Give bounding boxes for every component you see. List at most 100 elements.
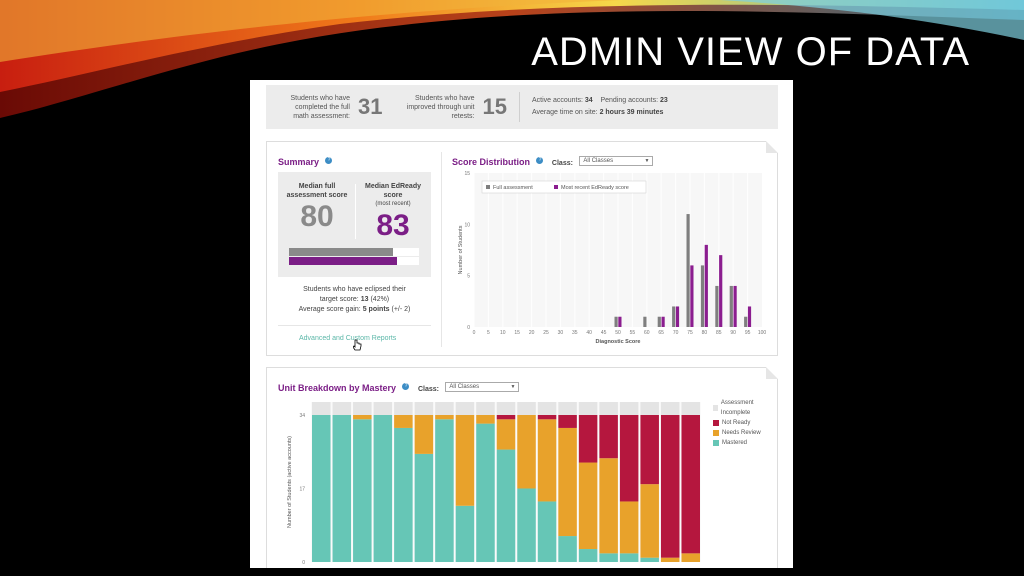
stacked-bar-segment bbox=[660, 402, 680, 415]
legend-label: Mastered bbox=[722, 440, 748, 446]
x-tick-label: 35 bbox=[572, 330, 578, 336]
help-icon[interactable]: ? bbox=[402, 383, 410, 391]
target-label: target score: bbox=[319, 296, 359, 303]
stacked-bar-segment bbox=[476, 423, 495, 562]
stacked-bar-segment bbox=[476, 414, 495, 424]
unit-breakdown-panel: Unit Breakdown by Mastery ? Class: All C… bbox=[266, 367, 778, 568]
class-select[interactable]: All Classes ▼ bbox=[445, 381, 520, 392]
class-label: Class: bbox=[551, 160, 573, 167]
bar bbox=[675, 306, 680, 327]
score-distribution-title: Score Distribution bbox=[452, 157, 531, 167]
legend-label: Needs Review bbox=[722, 430, 761, 436]
stacked-bar-segment bbox=[681, 402, 700, 415]
bar bbox=[715, 285, 719, 327]
y-tick-label: 34 bbox=[299, 413, 305, 419]
x-tick-label: 45 bbox=[601, 330, 607, 336]
stacked-bar-segment bbox=[517, 488, 536, 562]
median-edready-label: Median EdReady score bbox=[364, 183, 421, 199]
bar bbox=[719, 255, 723, 327]
stacked-bar-segment bbox=[619, 501, 639, 554]
y-tick-label: 15 bbox=[464, 171, 470, 177]
gain-label: Average score gain: bbox=[298, 306, 361, 313]
stat-improved-label: Students who have improved through unit … bbox=[406, 94, 475, 120]
stacked-bar-segment bbox=[619, 414, 639, 502]
bar bbox=[744, 316, 748, 327]
x-tick-label: 95 bbox=[745, 330, 751, 336]
median-edready-note: (most recent) bbox=[375, 201, 411, 207]
stacked-bar-segment bbox=[496, 402, 516, 415]
stacked-bar-segment bbox=[414, 402, 434, 415]
x-tick-label: 75 bbox=[687, 330, 693, 336]
score-distribution-chart: 0 5 10 15 0 5 10 15 20 25 30 35 40 45 50 55 60 65 70 75 80 85… bbox=[458, 171, 766, 345]
full-score-bar-fill bbox=[289, 248, 393, 256]
median-edready: Median EdReady score (most recent) 83 bbox=[358, 182, 428, 243]
stacked-bar-segment bbox=[558, 402, 577, 415]
median-edready-value: 83 bbox=[376, 209, 410, 242]
edready-score-bar bbox=[289, 257, 419, 265]
stacked-bar-segment bbox=[681, 553, 700, 562]
panel-divider bbox=[441, 152, 442, 347]
cursor-icon bbox=[353, 339, 362, 351]
stacked-bar-segment bbox=[578, 402, 598, 415]
stat-completed-label: Students who have completed the full mat… bbox=[290, 94, 350, 120]
target-value: 13 bbox=[360, 296, 369, 303]
stat-improved: Students who have improved through unit … bbox=[402, 94, 507, 121]
stacked-bar-segment bbox=[435, 402, 454, 415]
stacked-bar-segment bbox=[599, 458, 618, 554]
bar bbox=[657, 316, 661, 327]
stacked-bar-segment bbox=[414, 453, 434, 562]
legend-swatch bbox=[486, 185, 490, 189]
legend-item: Mastered bbox=[713, 438, 773, 448]
stacked-bar-segment bbox=[435, 419, 454, 562]
summary-divider bbox=[278, 325, 431, 326]
active-accounts-value: 34 bbox=[584, 97, 593, 104]
bar bbox=[618, 316, 622, 327]
x-tick-label: 10 bbox=[500, 330, 506, 336]
stat-completed: Students who have completed the full mat… bbox=[278, 94, 382, 121]
y-tick-label: 0 bbox=[467, 325, 470, 331]
x-tick-label: 80 bbox=[702, 330, 708, 336]
stacked-bar-segment bbox=[640, 484, 659, 558]
slide-title: ADMIN VIEW OF DATA bbox=[531, 30, 970, 74]
stacked-bar-segment bbox=[640, 402, 659, 415]
help-icon[interactable]: ? bbox=[536, 157, 544, 165]
bar bbox=[733, 285, 737, 327]
unit-breakdown-title: Unit Breakdown by Mastery bbox=[278, 383, 397, 393]
stacked-bar-segment bbox=[599, 414, 618, 459]
y-tick-label: 17 bbox=[299, 486, 305, 492]
active-accounts-label: Active accounts: bbox=[531, 97, 583, 104]
bar bbox=[700, 265, 705, 327]
y-tick-label: 0 bbox=[302, 560, 305, 566]
legend-item: Assessment Incomplete bbox=[713, 398, 773, 418]
x-tick-label: 0 bbox=[473, 330, 476, 336]
median-full-label: Median full assessment score bbox=[286, 183, 348, 199]
stacked-bar-segment bbox=[353, 402, 372, 415]
x-tick-label: 30 bbox=[558, 330, 564, 336]
class-select[interactable]: All Classes ▼ bbox=[579, 155, 654, 166]
x-tick-label: 50 bbox=[615, 330, 621, 336]
advanced-reports-link[interactable]: Advanced and Custom Reports bbox=[299, 335, 397, 342]
stacked-bar-segment bbox=[353, 414, 372, 420]
legend-label: Most recent EdReady score bbox=[561, 185, 629, 191]
gain-range: (+/- 2) bbox=[391, 306, 411, 313]
stacked-bar-segment bbox=[394, 427, 413, 562]
median-full: Median full assessment score 80 bbox=[282, 182, 352, 234]
page-corner bbox=[766, 141, 778, 153]
x-tick-label: 65 bbox=[658, 330, 664, 336]
legend-swatch bbox=[713, 430, 719, 436]
stacked-bar-segment bbox=[496, 414, 516, 420]
stacked-bar-segment bbox=[599, 402, 618, 415]
help-icon[interactable]: ? bbox=[325, 157, 333, 165]
x-axis-label: Diagnostic Score bbox=[596, 339, 641, 345]
avg-time-label: Average time on site: bbox=[531, 109, 598, 116]
stat-completed-value: 31 bbox=[358, 94, 383, 119]
stacked-bar-segment bbox=[373, 402, 393, 415]
stacked-bar-segment bbox=[599, 553, 618, 562]
pending-accounts-value: 23 bbox=[660, 97, 668, 104]
bar bbox=[672, 306, 676, 327]
stacked-bar-segment bbox=[394, 414, 413, 428]
legend-item: Needs Review bbox=[713, 428, 773, 438]
class-select-value: All Classes bbox=[583, 157, 614, 164]
x-tick-label: 55 bbox=[630, 330, 636, 336]
stacked-bar-segment bbox=[660, 557, 680, 562]
